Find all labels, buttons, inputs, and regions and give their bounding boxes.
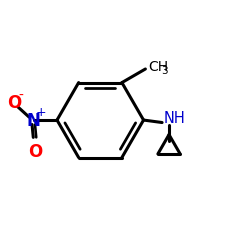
Text: -: -: [18, 88, 23, 102]
Text: NH: NH: [163, 110, 185, 126]
Text: CH: CH: [148, 60, 168, 74]
Text: 3: 3: [161, 66, 167, 76]
Text: N: N: [26, 112, 40, 130]
Text: O: O: [28, 143, 42, 161]
Text: O: O: [7, 94, 21, 112]
Text: +: +: [35, 106, 46, 119]
